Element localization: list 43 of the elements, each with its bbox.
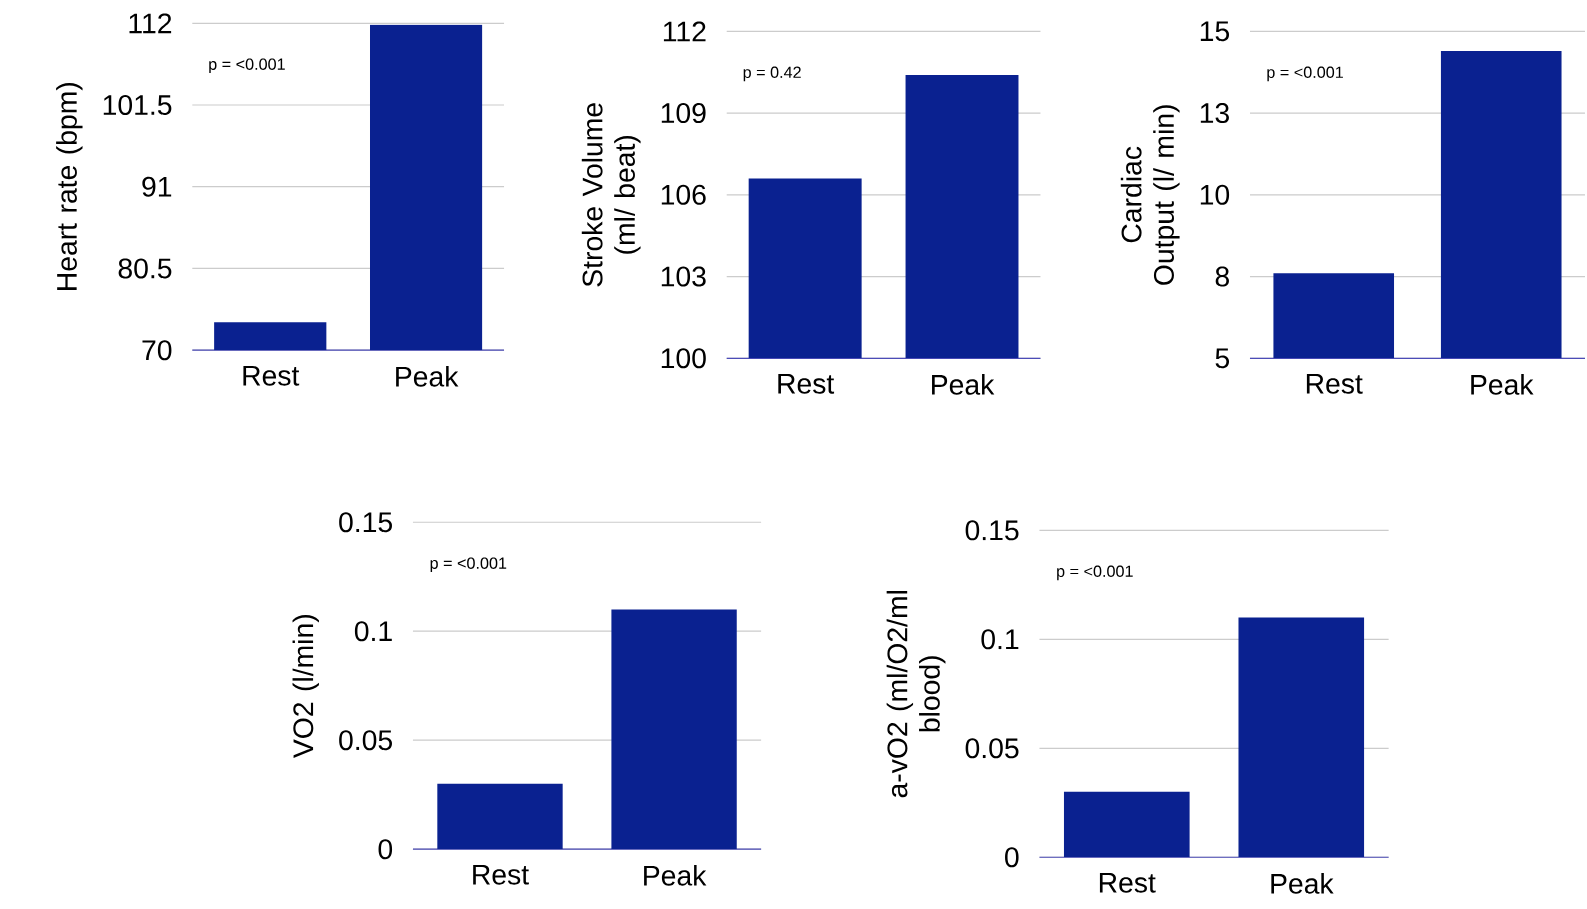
y-tick-label: 10 (1200, 184, 1230, 205)
y-tick-label: 112 (663, 21, 706, 42)
annotation: p = <0.001 (1267, 66, 1343, 82)
y-tick-label: 0.1 (981, 629, 1019, 650)
y-tick-label: 0.1 (354, 621, 392, 642)
annotation: p = <0.001 (430, 557, 507, 573)
x-tick-label: Peak (1471, 374, 1534, 395)
y-tick-label: 70 (142, 340, 172, 361)
y-tick-label: 0 (1005, 847, 1019, 868)
annotation: p = <0.001 (1057, 565, 1133, 581)
y-tick-label: 91 (142, 176, 172, 197)
annotation: p = <0.001 (209, 58, 285, 74)
y-axis-title: a-vO2 (ml/O2/ml blood) (886, 591, 946, 798)
x-tick-label: Peak (1271, 873, 1334, 894)
y-tick-label: 8 (1215, 266, 1229, 287)
x-tick-label: Rest (473, 864, 529, 885)
x-tick-label: Rest (1099, 873, 1156, 893)
y-axis-title: Cardiac Output (l/ min) (1120, 105, 1180, 285)
x-tick-label: Rest (243, 365, 300, 386)
y-tick-label: 0 (378, 839, 393, 860)
y-axis-title: Stroke Volume (ml/ beat) (581, 103, 641, 287)
y-tick-label: 100 (661, 348, 706, 369)
x-tick-label: Peak (932, 374, 995, 395)
y-tick-label: 0.05 (339, 730, 392, 751)
y-tick-label: 80.5 (118, 258, 172, 279)
x-tick-label: Rest (778, 374, 835, 394)
y-tick-label: 0.05 (965, 738, 1019, 759)
y-tick-label: 103 (661, 266, 706, 287)
x-tick-label: Peak (396, 365, 459, 387)
y-tick-label: 15 (1200, 21, 1230, 42)
y-tick-label: 0.15 (965, 520, 1019, 541)
y-tick-label: 13 (1200, 103, 1229, 124)
y-tick-label: 5 (1215, 348, 1230, 369)
annotation: p = 0.42 (743, 66, 801, 82)
y-tick-label: 101.5 (103, 95, 172, 116)
y-axis-title: VO2 (l/min) (292, 615, 319, 759)
x-tick-label: Rest (1306, 374, 1363, 394)
y-tick-label: 112 (129, 13, 172, 34)
y-tick-label: 109 (661, 103, 706, 124)
y-tick-label: 106 (661, 184, 706, 205)
y-axis-title: Heart rate (bpm) (56, 83, 83, 290)
y-tick-label: 0.15 (339, 512, 392, 533)
x-tick-label: Peak (644, 864, 707, 886)
